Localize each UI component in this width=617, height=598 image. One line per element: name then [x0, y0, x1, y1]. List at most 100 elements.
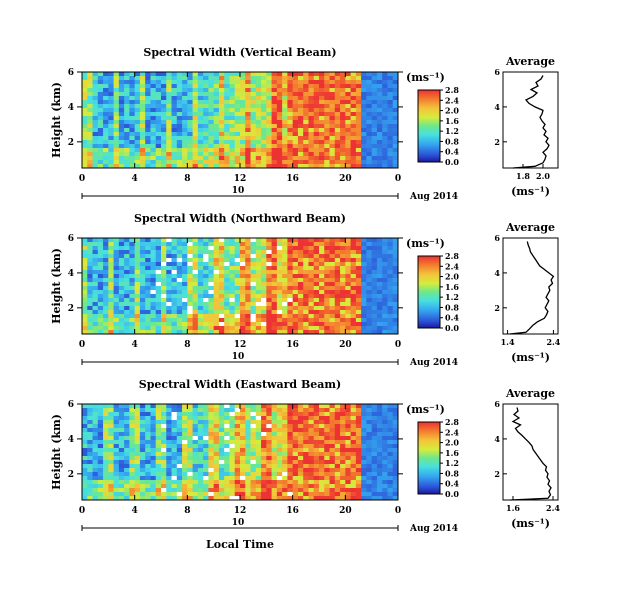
heatmap-cell: [355, 286, 362, 291]
heatmap-cell: [150, 100, 157, 105]
heatmap-cell: [371, 404, 378, 409]
heatmap-cell: [197, 72, 204, 77]
heatmap-cell: [150, 270, 157, 275]
heatmap-cell: [245, 464, 251, 469]
heatmap-cell: [355, 330, 362, 335]
heatmap-cell: [203, 266, 209, 271]
heatmap-cell: [387, 294, 394, 299]
heatmap-cell: [287, 314, 294, 319]
heatmap-cell: [124, 460, 130, 465]
heatmap-cell: [345, 116, 351, 121]
heatmap-cell: [118, 112, 125, 117]
heatmap-cell: [176, 262, 183, 267]
heatmap-cell: [150, 416, 157, 421]
heatmap-cell: [303, 116, 309, 121]
heatmap-cell: [155, 310, 162, 315]
heatmap-cell: [355, 270, 362, 275]
heatmap-cell: [234, 116, 241, 121]
heatmap-cell: [329, 464, 336, 469]
heatmap-cell: [313, 310, 320, 315]
heatmap-cell: [203, 108, 209, 113]
heatmap-cell: [366, 492, 373, 497]
heatmap-cell: [108, 318, 114, 323]
heatmap-cell: [82, 72, 88, 77]
heatmap-cell: [108, 408, 114, 413]
heatmap-cell: [340, 322, 346, 327]
heatmap-cell: [303, 322, 309, 327]
heatmap-cell: [134, 456, 141, 461]
heatmap-cell: [376, 456, 383, 461]
heatmap-cell: [392, 250, 399, 255]
heatmap-cell: [224, 322, 230, 327]
heatmap-cell: [392, 246, 399, 251]
heatmap-cell: [303, 452, 309, 457]
heatmap-cell: [224, 262, 230, 267]
heatmap-cell: [255, 164, 262, 169]
heatmap-cell: [166, 444, 172, 449]
heatmap-cell: [355, 428, 362, 433]
heatmap-cell: [97, 80, 104, 85]
heatmap-cell: [124, 112, 130, 117]
heatmap-cell: [355, 468, 362, 473]
heatmap-cell: [313, 488, 320, 493]
heatmap-cell: [319, 124, 325, 129]
heatmap-cell: [266, 100, 272, 105]
heatmap-cell: [113, 302, 120, 307]
heatmap-cell: [218, 282, 225, 287]
heatmap-cell: [139, 144, 146, 149]
average-title: Average: [505, 55, 555, 68]
heatmap-cell: [276, 92, 283, 97]
heatmap-cell: [376, 408, 383, 413]
heatmap-cell: [392, 460, 399, 465]
heatmap-cell: [192, 250, 199, 255]
heatmap-cell: [82, 476, 88, 481]
heatmap-cell: [208, 428, 215, 433]
heatmap-cell: [350, 144, 357, 149]
heatmap-cell: [224, 258, 230, 263]
heatmap-cell: [387, 476, 394, 481]
heatmap-cell: [192, 444, 199, 449]
heatmap-cell: [203, 310, 209, 315]
heatmap-cell: [276, 258, 283, 263]
heatmap-cell: [340, 266, 346, 271]
heatmap-cell: [150, 80, 157, 85]
heatmap-cell: [387, 148, 394, 153]
heatmap-cell: [329, 88, 336, 93]
heatmap-cell: [382, 480, 388, 485]
heatmap-cell: [218, 140, 225, 145]
heatmap-cell: [287, 262, 294, 267]
heatmap-cell: [218, 488, 225, 493]
heatmap-cell: [366, 254, 373, 259]
heatmap-cell: [234, 96, 241, 101]
heatmap-cell: [319, 96, 325, 101]
heatmap-cell: [334, 160, 341, 165]
heatmap-cell: [319, 302, 325, 307]
heatmap-cell: [145, 112, 151, 117]
heatmap-cell: [145, 294, 151, 299]
heatmap-cell: [82, 428, 88, 433]
heatmap-cell: [103, 290, 109, 295]
heatmap-cell: [282, 92, 288, 97]
heatmap-cell: [166, 80, 172, 85]
heatmap-cell: [345, 92, 351, 97]
heatmap-cell: [197, 452, 204, 457]
heatmap-cell: [334, 282, 341, 287]
heatmap-cell: [103, 424, 109, 429]
heatmap-cell: [203, 440, 209, 445]
heatmap-cell: [134, 290, 141, 295]
heatmap-cell: [366, 496, 373, 501]
heatmap-cell: [366, 76, 373, 81]
heatmap-cell: [150, 322, 157, 327]
heatmap-cell: [271, 282, 278, 287]
heatmap-cell: [329, 262, 336, 267]
heatmap-cell: [108, 128, 114, 133]
heatmap-cell: [192, 310, 199, 315]
heatmap-cell: [97, 302, 104, 307]
heatmap-cell: [376, 152, 383, 157]
heatmap-cell: [266, 88, 272, 93]
heatmap-cell: [145, 116, 151, 121]
heatmap-cell: [139, 112, 146, 117]
heatmap-cell: [319, 152, 325, 157]
heatmap-cell: [213, 242, 220, 247]
heatmap-cell: [139, 100, 146, 105]
